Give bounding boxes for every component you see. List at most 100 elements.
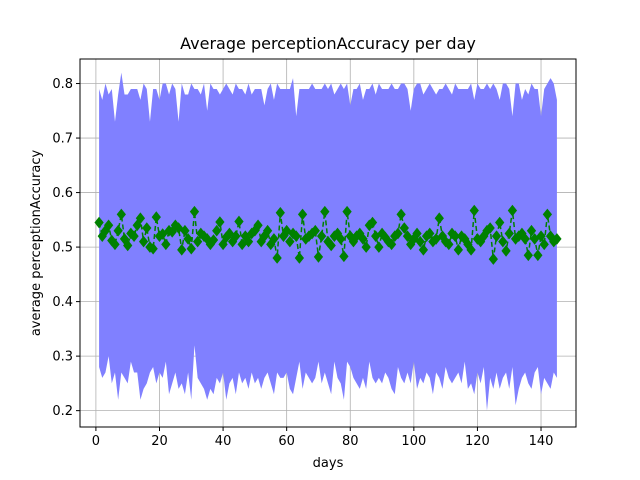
mean-point [158, 228, 168, 240]
mean-point [212, 224, 222, 237]
mean-point [186, 242, 196, 255]
mean-point [367, 216, 378, 229]
mean-point [243, 235, 254, 248]
mean-point [339, 250, 349, 263]
y-axis-label: average perceptionAccuracy [29, 150, 44, 337]
y-tick-label: 0.7 [52, 132, 73, 147]
mean-point [269, 233, 279, 245]
mean-point [161, 238, 171, 251]
mean-point [444, 238, 454, 251]
mean-point [177, 244, 187, 256]
x-tick-label: 20 [151, 434, 168, 449]
mean-point [123, 239, 133, 252]
mean-point [151, 211, 161, 223]
mean-point [466, 244, 476, 256]
mean-point [317, 230, 327, 242]
mean-point [272, 252, 282, 264]
mean-point [103, 219, 114, 232]
chart-title: Average perceptionAccuracy per day [180, 34, 476, 53]
mean-point [504, 227, 514, 240]
mean-point [386, 238, 397, 251]
mean-point [313, 251, 324, 263]
mean-point [453, 244, 463, 256]
mean-point [469, 204, 479, 217]
x-axis-ticks: 0 20 40 60 80 100 120 140 [92, 427, 553, 449]
mean-point [488, 253, 498, 265]
mean-point [399, 222, 409, 234]
y-tick-label: 0.8 [52, 77, 73, 92]
mean-point [142, 222, 152, 234]
mean-series-layer [94, 204, 562, 265]
x-tick-label: 80 [342, 434, 359, 449]
mean-point [208, 234, 219, 246]
mean-point [374, 241, 384, 253]
mean-point [495, 216, 505, 229]
mean-point [262, 224, 273, 237]
axes [79, 58, 577, 428]
mean-point [94, 216, 104, 229]
y-tick-label: 0.6 [52, 186, 73, 201]
mean-point [358, 233, 368, 245]
mean-point [434, 212, 444, 224]
y-tick-label: 0.4 [52, 295, 73, 310]
mean-point [310, 224, 320, 237]
mean-point [148, 242, 158, 255]
mean-point [507, 204, 518, 217]
mean-point [536, 230, 546, 242]
mean-point [297, 208, 308, 221]
mean-point [501, 245, 511, 257]
mean-point [135, 212, 146, 224]
x-tick-label: 0 [92, 434, 100, 449]
mean-point [361, 241, 371, 253]
mean-point [285, 235, 295, 248]
mean-point [526, 224, 537, 237]
mean-point [218, 238, 228, 251]
x-tick-label: 100 [401, 434, 426, 449]
mean-point [180, 224, 190, 237]
mean-point [336, 233, 346, 245]
mean-point [320, 205, 330, 218]
mean-point [253, 219, 263, 232]
mean-point [113, 224, 123, 237]
x-tick-label: 40 [215, 434, 232, 449]
mean-point [193, 235, 203, 248]
mean-point [189, 205, 200, 218]
mean-point [116, 208, 126, 221]
mean-point [415, 235, 425, 248]
mean-point [491, 230, 502, 242]
mean-point [234, 215, 244, 228]
plot-frame [79, 58, 577, 428]
y-tick-label: 0.3 [52, 350, 73, 365]
mean-point [294, 252, 305, 264]
x-tick-label: 60 [278, 434, 295, 449]
mean-point [393, 227, 403, 240]
x-tick-label: 120 [465, 434, 490, 449]
mean-point [132, 219, 142, 232]
mean-point [520, 233, 530, 245]
mean-point [425, 227, 435, 240]
mean-point [291, 230, 301, 242]
mean-point [412, 227, 422, 240]
mean-point [215, 216, 225, 228]
x-axis-label: days [313, 456, 344, 471]
mean-point [275, 206, 285, 219]
y-tick-label: 0.5 [52, 241, 73, 256]
mean-point [542, 208, 553, 221]
mean-point [342, 205, 352, 218]
y-axis-ticks: 0.2 0.3 0.4 0.5 0.6 0.7 0.8 [52, 77, 80, 419]
mean-point [396, 208, 406, 221]
mean-point [183, 233, 193, 245]
mean-point [326, 239, 336, 252]
mean-point [418, 244, 429, 256]
mean-point [129, 230, 139, 242]
mean-point [498, 235, 508, 248]
mean-point [450, 230, 460, 242]
mean-point [523, 249, 533, 262]
mean-point [552, 233, 562, 245]
mean-point [485, 222, 495, 234]
y-tick-label: 0.2 [52, 404, 73, 419]
mean-point [539, 238, 549, 251]
mean-point [231, 230, 241, 242]
mean-point [533, 249, 543, 262]
